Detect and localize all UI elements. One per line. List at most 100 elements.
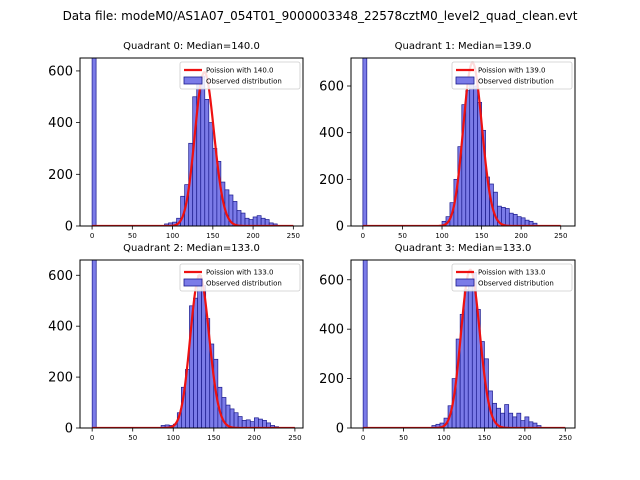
panel-title: Quadrant 1: Median=139.0 bbox=[395, 41, 532, 52]
histogram-bar bbox=[500, 412, 505, 428]
panel-quadrant-1: Quadrant 1: Median=139.0 0 200 400 600 0 50 100… bbox=[319, 41, 576, 240]
histogram-bar bbox=[463, 289, 469, 428]
x-tick-label: 100 bbox=[167, 434, 180, 442]
legend-bar-swatch bbox=[183, 76, 203, 85]
y-tick-label: 600 bbox=[48, 64, 73, 79]
histogram-bar bbox=[504, 208, 510, 226]
y-tick-label: 600 bbox=[48, 269, 73, 284]
y-tick-label: 200 bbox=[319, 372, 344, 387]
x-tick-label: 50 bbox=[399, 434, 408, 442]
poisson-curve bbox=[363, 268, 566, 428]
x-tick-label: 100 bbox=[437, 434, 450, 442]
x-tick-label: 0 bbox=[90, 232, 94, 240]
y-tick-label: 0 bbox=[65, 422, 73, 437]
x-tick-label: 50 bbox=[398, 232, 407, 240]
histogram-bar bbox=[91, 260, 97, 428]
plot-area bbox=[91, 260, 295, 428]
histogram-bar bbox=[467, 279, 473, 428]
histogram-bar bbox=[258, 418, 263, 428]
y-tick-label: 400 bbox=[48, 320, 73, 335]
axes-frame bbox=[350, 259, 576, 429]
histogram-bar bbox=[260, 217, 266, 226]
legend-label-poisson: Poission with 139.0 bbox=[478, 67, 546, 75]
histogram-bar bbox=[193, 297, 198, 428]
x-tick-label: 50 bbox=[128, 232, 137, 240]
histogram-bar bbox=[362, 58, 368, 226]
histogram-bar bbox=[508, 212, 514, 226]
histogram-bar bbox=[469, 78, 475, 226]
axes-frame bbox=[79, 259, 304, 429]
x-tick-label: 0 bbox=[361, 434, 365, 442]
x-tick-label: 250 bbox=[288, 434, 301, 442]
legend-bar-swatch bbox=[455, 76, 475, 85]
histogram-bar bbox=[520, 217, 526, 226]
poisson-curve bbox=[362, 61, 561, 226]
histogram-bar bbox=[504, 404, 510, 428]
histogram-bar bbox=[252, 216, 258, 226]
histogram-bar bbox=[362, 260, 368, 428]
legend-label-poisson: Poission with 133.0 bbox=[206, 269, 274, 277]
x-tick-label: 50 bbox=[128, 434, 137, 442]
histogram-bar bbox=[524, 416, 530, 428]
histogram-bar bbox=[200, 75, 206, 226]
y-tick-label: 600 bbox=[319, 273, 344, 288]
x-tick-label: 200 bbox=[518, 434, 531, 442]
legend: Poission with 140.0 Observed distribution bbox=[179, 61, 301, 90]
x-tick-label: 150 bbox=[206, 232, 219, 240]
legend-box bbox=[179, 61, 301, 90]
histogram-bar bbox=[465, 90, 471, 226]
panel-title: Quadrant 2: Median=133.0 bbox=[123, 243, 260, 254]
x-tick-label: 200 bbox=[246, 232, 259, 240]
panel-title: Quadrant 0: Median=140.0 bbox=[123, 41, 260, 52]
legend-bar-swatch bbox=[183, 278, 203, 287]
histogram-bar bbox=[236, 210, 242, 226]
plot-area bbox=[362, 260, 566, 428]
panels: Quadrant 0: Median=140.0 0 200 400 600 0 50 100… bbox=[48, 41, 576, 442]
poisson-curve bbox=[92, 274, 295, 428]
panel-title: Quadrant 3: Median=133.0 bbox=[395, 243, 532, 254]
y-tick-label: 0 bbox=[336, 422, 344, 437]
legend-label-observed: Observed distribution bbox=[478, 280, 554, 288]
figure-title: Data file: modeM0/AS1A07_054T01_90000033… bbox=[63, 9, 578, 23]
histogram-bar bbox=[256, 215, 262, 226]
histogram-bar bbox=[508, 412, 514, 428]
x-tick-label: 150 bbox=[207, 434, 220, 442]
legend-label-observed: Observed distribution bbox=[206, 78, 282, 86]
x-tick-label: 150 bbox=[475, 232, 488, 240]
histogram-bar bbox=[516, 412, 522, 428]
y-tick-label: 200 bbox=[48, 168, 73, 183]
y-tick-label: 200 bbox=[319, 173, 344, 188]
histogram-bar bbox=[262, 420, 267, 428]
x-tick-label: 150 bbox=[478, 434, 491, 442]
legend-bar-swatch bbox=[455, 278, 475, 287]
y-tick-label: 400 bbox=[48, 116, 73, 131]
legend-label-observed: Observed distribution bbox=[206, 280, 282, 288]
legend-box bbox=[179, 263, 301, 292]
x-tick-label: 200 bbox=[248, 434, 261, 442]
panel-quadrant-2: Quadrant 2: Median=133.0 0 200 400 600 0 50 100… bbox=[48, 243, 304, 442]
poisson-curve bbox=[92, 71, 294, 226]
histogram-bar bbox=[241, 420, 247, 428]
histogram-bar bbox=[516, 216, 522, 226]
histogram-bar bbox=[512, 213, 518, 226]
histogram-bar bbox=[244, 217, 250, 226]
y-tick-label: 600 bbox=[319, 80, 344, 95]
legend-box bbox=[451, 263, 573, 292]
y-tick-label: 400 bbox=[319, 323, 344, 338]
x-tick-label: 200 bbox=[514, 232, 527, 240]
legend-label-poisson: Poission with 133.0 bbox=[478, 269, 546, 277]
histogram-bar bbox=[253, 417, 259, 428]
histogram-bar bbox=[91, 58, 97, 226]
panel-quadrant-3: Quadrant 3: Median=133.0 0 200 400 600 0 50 100… bbox=[319, 243, 576, 442]
x-tick-label: 100 bbox=[166, 232, 179, 240]
histogram-bar bbox=[240, 212, 246, 226]
histogram-bar bbox=[536, 425, 542, 428]
y-tick-label: 200 bbox=[48, 371, 73, 386]
histogram-bar bbox=[245, 419, 251, 428]
histogram-bar bbox=[233, 412, 239, 428]
legend: Poission with 133.0 Observed distribution bbox=[179, 263, 301, 292]
histogram-bar bbox=[204, 99, 210, 226]
legend-label-poisson: Poission with 140.0 bbox=[206, 67, 274, 75]
legend-box bbox=[451, 61, 573, 90]
